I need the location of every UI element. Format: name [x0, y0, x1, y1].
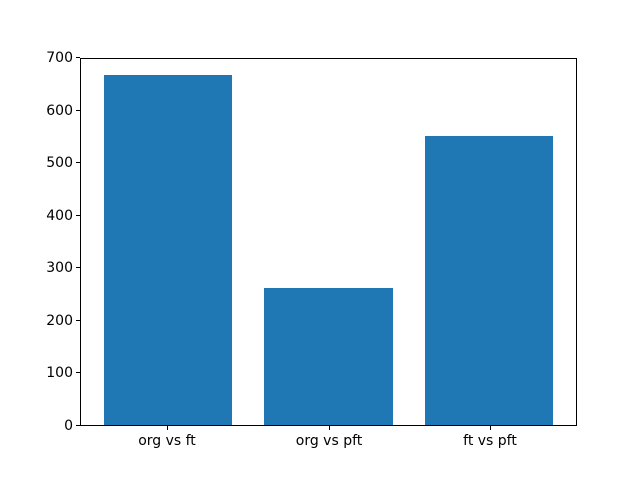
y-tick-mark — [76, 320, 80, 321]
y-tick-label: 200 — [46, 313, 73, 329]
y-tick-label: 100 — [46, 365, 73, 381]
plot-area — [80, 58, 577, 426]
x-tick-mark — [490, 426, 491, 430]
y-tick-label: 0 — [64, 418, 73, 434]
y-tick-mark — [76, 57, 80, 58]
bar-ft-vs-pft — [424, 135, 554, 425]
bar-org-vs-pft — [264, 288, 393, 425]
x-tick-mark — [329, 426, 330, 430]
y-tick-mark — [76, 110, 80, 111]
y-tick-mark — [76, 215, 80, 216]
y-tick-label: 300 — [46, 260, 73, 276]
y-tick-label: 400 — [46, 208, 73, 224]
y-tick-label: 500 — [46, 155, 73, 171]
y-tick-mark — [76, 162, 80, 163]
bar-org-vs-ft — [103, 74, 233, 425]
x-tick-label: org vs pft — [295, 433, 363, 449]
x-tick-label: org vs ft — [138, 433, 196, 449]
x-tick-label: ft vs pft — [463, 433, 517, 449]
y-tick-mark — [76, 267, 80, 268]
x-tick-mark — [167, 426, 168, 430]
y-tick-label: 700 — [46, 50, 73, 66]
y-tick-label: 600 — [46, 103, 73, 119]
y-tick-mark — [76, 425, 80, 426]
y-tick-mark — [76, 372, 80, 373]
